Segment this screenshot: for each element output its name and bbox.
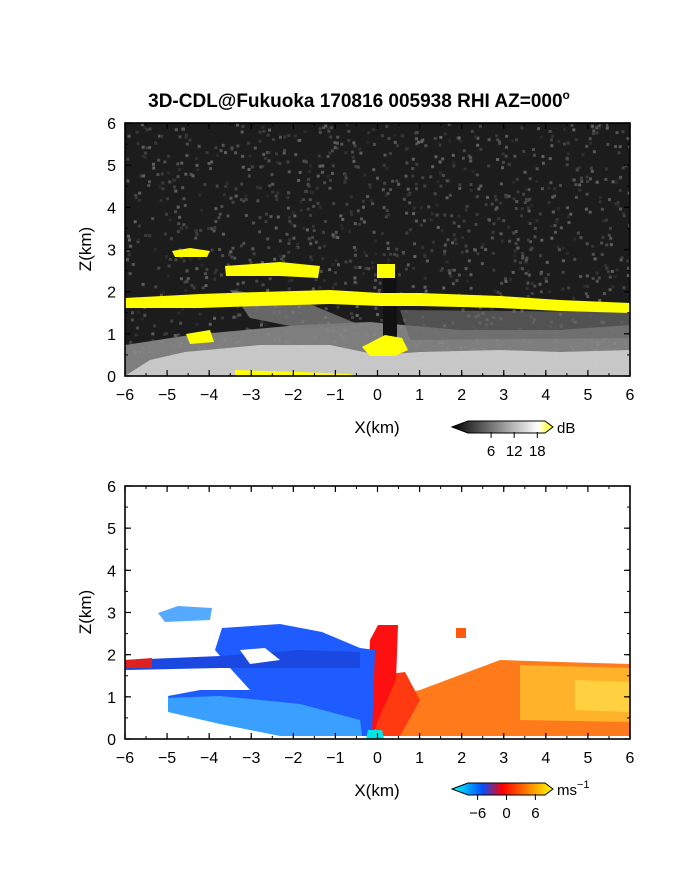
colorbar-tick: 12 (506, 443, 523, 460)
x-axis-label: X(km) (354, 418, 399, 437)
velocity-panel: −6 −5 −4 −3 −2 −1 0 1 2 3 4 5 6 0 1 2 3 4 5 6 X(km) Z(km) m… (76, 479, 635, 822)
colorbar-bar (450, 420, 554, 434)
y-axis-label: Z(km) (76, 227, 95, 271)
y-tick-label: 1 (107, 690, 116, 707)
x-tick-label: 4 (541, 387, 550, 404)
x-tick-label: −4 (200, 387, 218, 404)
white-hole (240, 648, 280, 664)
x-tick-label: 0 (373, 750, 382, 767)
cyan-origin (366, 730, 384, 739)
x-tick-label: −1 (326, 387, 344, 404)
y-tick-label: 5 (107, 521, 116, 538)
x-tick-label: −4 (200, 750, 218, 767)
colorbar-unit: dB (557, 420, 575, 437)
y-tick-label: 4 (107, 200, 116, 217)
x-tick-label: −1 (326, 750, 344, 767)
x-tick-label: 6 (626, 750, 635, 767)
x-tick-label: 1 (415, 387, 424, 404)
yellow-low-left (186, 330, 214, 344)
colorbar-bar-2 (450, 782, 554, 796)
velocity-field (125, 486, 630, 739)
y-tick-label: 2 (107, 648, 116, 665)
negative-low-light (168, 696, 362, 736)
yellow-cap (172, 248, 210, 257)
y-tick-label: 0 (107, 732, 116, 749)
intensity-colorbar: dB 6 12 18 (450, 420, 575, 460)
yellow-surface (235, 370, 358, 376)
colorbar-tick: 0 (502, 805, 510, 822)
x-tick-label: 3 (499, 750, 508, 767)
yellow-upper-layer (225, 262, 320, 278)
x-tick-label: 2 (457, 750, 466, 767)
x-tick-label: −3 (242, 750, 260, 767)
colorbar-tick: 6 (531, 805, 539, 822)
yellow-plume (377, 264, 395, 278)
right-gray (400, 310, 630, 340)
y-axis-label-2: Z(km) (76, 590, 95, 634)
velocity-colorbar: ms−1 −6 0 6 (450, 779, 590, 822)
red-blob (456, 628, 466, 638)
y-tick-label: 3 (107, 243, 116, 260)
colorbar-tick: 6 (487, 443, 495, 460)
x-tick-label: −2 (284, 750, 302, 767)
x-tick-label: 5 (583, 387, 592, 404)
intensity-field (125, 123, 630, 376)
near-range-bright (125, 345, 630, 376)
x-tick-label: 1 (415, 750, 424, 767)
yellow-near (362, 335, 408, 356)
negative-layer (125, 650, 360, 670)
y-tick-label: 4 (107, 563, 116, 580)
x-tick-label: 0 (373, 387, 382, 404)
y-tick-label: 6 (107, 116, 116, 133)
x-axis-label-2: X(km) (354, 781, 399, 800)
y-tick-label: 2 (107, 285, 116, 302)
x-tick-label: −3 (242, 387, 260, 404)
y-tick-label: 6 (107, 479, 116, 496)
negative-upper (158, 606, 212, 622)
x-tick-label: 3 (499, 387, 508, 404)
x-tick-label: −5 (158, 387, 176, 404)
x-tick-label: 2 (457, 387, 466, 404)
y-tick-label: 1 (107, 327, 116, 344)
chart-title: 3D-CDL@Fukuoka 170816 005938 RHI AZ=000o (148, 88, 570, 112)
y-tick-label: 3 (107, 606, 116, 623)
intensity-panel: 3D-CDL@Fukuoka 170816 005938 RHI AZ=000o… (76, 88, 635, 460)
intensity-structures (125, 248, 630, 376)
yellow-layer (125, 290, 630, 313)
x-tick-label: 5 (583, 750, 592, 767)
velocity-structures (125, 606, 630, 739)
positive-far-2 (575, 680, 630, 712)
y-tick-label: 0 (107, 369, 116, 386)
colorbar-unit-2: ms−1 (557, 779, 590, 799)
velocity-axes: −6 −5 −4 −3 −2 −1 0 1 2 3 4 5 6 0 1 2 3 4 5 6 (107, 479, 634, 767)
x-tick-label: −6 (116, 750, 134, 767)
x-tick-label: 6 (626, 387, 635, 404)
dark-column (383, 270, 397, 350)
colorbar-tick: 18 (529, 443, 546, 460)
x-tick-label: 4 (541, 750, 550, 767)
colorbar-tick: −6 (469, 805, 486, 822)
y-tick-label: 5 (107, 158, 116, 175)
intensity-axes: −6 −5 −4 −3 −2 −1 0 1 2 3 4 5 6 0 1 2 3 4 5 6 (107, 116, 634, 404)
red-left-edge (125, 658, 152, 668)
x-tick-label: −2 (284, 387, 302, 404)
x-tick-label: −6 (116, 387, 134, 404)
x-tick-label: −5 (158, 750, 176, 767)
